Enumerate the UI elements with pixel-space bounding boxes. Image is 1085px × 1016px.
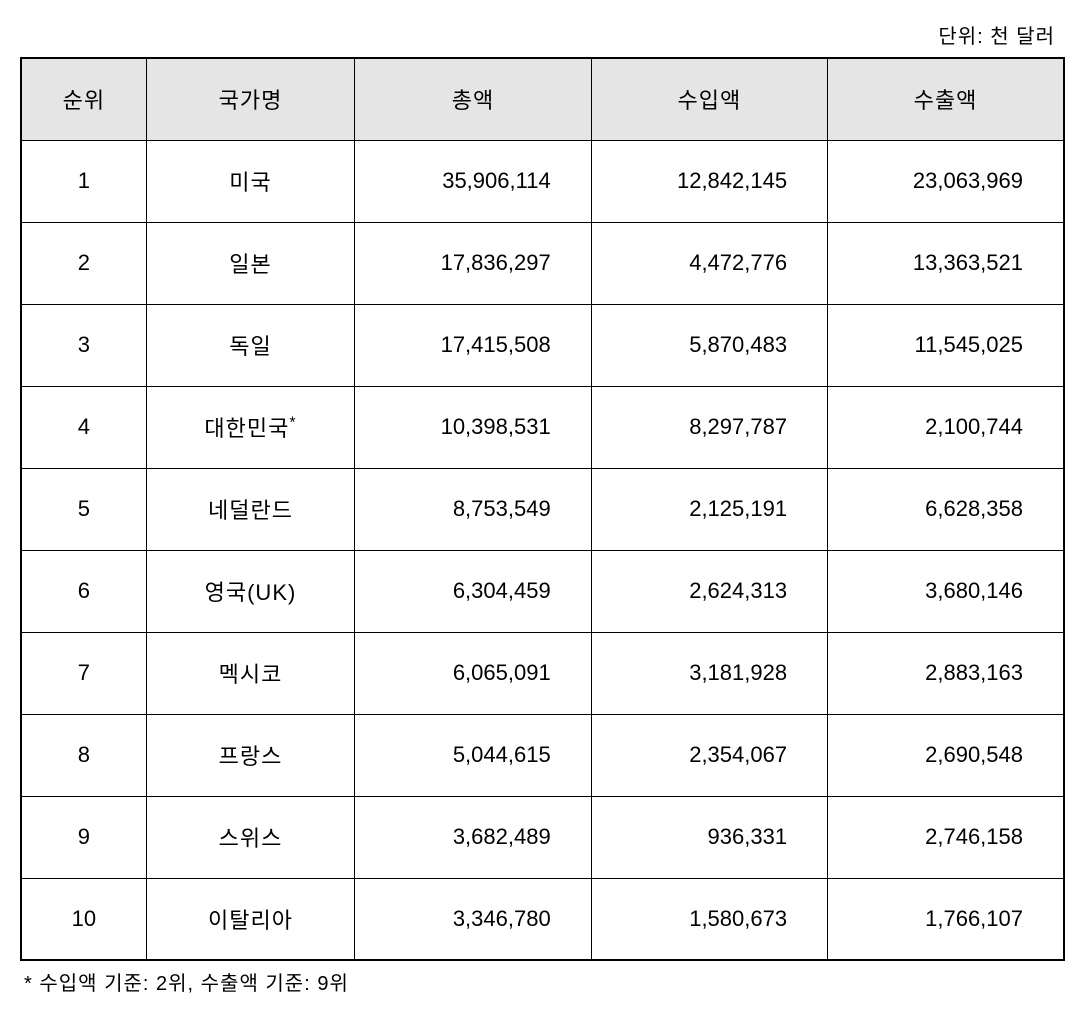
cell-exports: 23,063,969 [828, 140, 1064, 222]
col-header-total: 총액 [355, 58, 591, 140]
cell-rank: 3 [21, 304, 146, 386]
cell-imports: 1,580,673 [591, 878, 827, 960]
cell-imports: 2,624,313 [591, 550, 827, 632]
cell-exports: 2,690,548 [828, 714, 1064, 796]
cell-imports: 12,842,145 [591, 140, 827, 222]
table-row: 7멕시코6,065,0913,181,9282,883,163 [21, 632, 1064, 714]
cell-rank: 5 [21, 468, 146, 550]
cell-imports: 8,297,787 [591, 386, 827, 468]
cell-total: 10,398,531 [355, 386, 591, 468]
cell-total: 6,304,459 [355, 550, 591, 632]
cell-total: 3,346,780 [355, 878, 591, 960]
cell-total: 17,836,297 [355, 222, 591, 304]
table-row: 4대한민국*10,398,5318,297,7872,100,744 [21, 386, 1064, 468]
cell-total: 6,065,091 [355, 632, 591, 714]
unit-label: 단위: 천 달러 [20, 20, 1065, 49]
cell-rank: 6 [21, 550, 146, 632]
cell-rank: 4 [21, 386, 146, 468]
table-row: 5네덜란드8,753,5492,125,1916,628,358 [21, 468, 1064, 550]
cell-rank: 2 [21, 222, 146, 304]
cell-rank: 10 [21, 878, 146, 960]
cell-exports: 11,545,025 [828, 304, 1064, 386]
col-header-exports: 수출액 [828, 58, 1064, 140]
table-body: 1미국35,906,11412,842,14523,063,9692일본17,8… [21, 140, 1064, 960]
col-header-rank: 순위 [21, 58, 146, 140]
cell-country: 스위스 [146, 796, 355, 878]
cell-rank: 7 [21, 632, 146, 714]
country-name: 대한민국 [204, 416, 289, 441]
cell-country: 대한민국* [146, 386, 355, 468]
table-row: 6영국(UK)6,304,4592,624,3133,680,146 [21, 550, 1064, 632]
cell-total: 35,906,114 [355, 140, 591, 222]
cell-total: 3,682,489 [355, 796, 591, 878]
cell-imports: 4,472,776 [591, 222, 827, 304]
table-row: 10이탈리아3,346,7801,580,6731,766,107 [21, 878, 1064, 960]
cell-imports: 2,354,067 [591, 714, 827, 796]
cell-total: 17,415,508 [355, 304, 591, 386]
table-row: 3독일17,415,5085,870,48311,545,025 [21, 304, 1064, 386]
table-row: 2일본17,836,2974,472,77613,363,521 [21, 222, 1064, 304]
footnote: * 수입액 기준: 2위, 수출액 기준: 9위 [20, 967, 1065, 996]
cell-country: 멕시코 [146, 632, 355, 714]
cell-exports: 2,100,744 [828, 386, 1064, 468]
cell-country: 미국 [146, 140, 355, 222]
cell-imports: 936,331 [591, 796, 827, 878]
cell-exports: 3,680,146 [828, 550, 1064, 632]
cell-exports: 13,363,521 [828, 222, 1064, 304]
cell-country: 네덜란드 [146, 468, 355, 550]
table-header: 순위 국가명 총액 수입액 수출액 [21, 58, 1064, 140]
cell-country: 영국(UK) [146, 550, 355, 632]
col-header-imports: 수입액 [591, 58, 827, 140]
cell-imports: 5,870,483 [591, 304, 827, 386]
cell-country: 프랑스 [146, 714, 355, 796]
cell-imports: 3,181,928 [591, 632, 827, 714]
table-row: 1미국35,906,11412,842,14523,063,969 [21, 140, 1064, 222]
cell-country: 독일 [146, 304, 355, 386]
cell-country: 일본 [146, 222, 355, 304]
cell-country: 이탈리아 [146, 878, 355, 960]
cell-exports: 2,746,158 [828, 796, 1064, 878]
cell-rank: 9 [21, 796, 146, 878]
cell-exports: 6,628,358 [828, 468, 1064, 550]
col-header-country: 국가명 [146, 58, 355, 140]
cell-total: 5,044,615 [355, 714, 591, 796]
cell-imports: 2,125,191 [591, 468, 827, 550]
asterisk-icon: * [289, 415, 296, 432]
cell-total: 8,753,549 [355, 468, 591, 550]
table-row: 9스위스3,682,489936,3312,746,158 [21, 796, 1064, 878]
trade-table: 순위 국가명 총액 수입액 수출액 1미국35,906,11412,842,14… [20, 57, 1065, 961]
table-row: 8프랑스5,044,6152,354,0672,690,548 [21, 714, 1064, 796]
cell-exports: 2,883,163 [828, 632, 1064, 714]
cell-rank: 8 [21, 714, 146, 796]
cell-exports: 1,766,107 [828, 878, 1064, 960]
cell-rank: 1 [21, 140, 146, 222]
